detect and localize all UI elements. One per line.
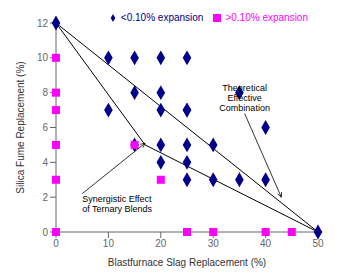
html-text:>0.10% expansion: >0.10% expansion <box>225 12 308 23</box>
svg-text:2: 2 <box>42 192 48 203</box>
svg-text:Silica Fume Replacement (%): Silica Fume Replacement (%) <box>15 61 26 193</box>
svg-text:40: 40 <box>260 238 272 249</box>
svg-text:12: 12 <box>37 18 49 29</box>
svg-text:Synergistic Effectof Ternary B: Synergistic Effectof Ternary Blends <box>82 194 152 214</box>
svg-text:6: 6 <box>42 122 48 133</box>
svg-text:0: 0 <box>42 227 48 238</box>
svg-text:0: 0 <box>53 238 59 249</box>
svg-text:Blastfurnace Slag Replacement: Blastfurnace Slag Replacement (%) <box>108 257 266 268</box>
svg-text:TheoreticalEffectiveCombinatio: TheoreticalEffectiveCombination <box>219 83 270 113</box>
svg-text:20: 20 <box>155 238 167 249</box>
html-text:<0.10% expansion: <0.10% expansion <box>120 12 204 23</box>
svg-text:30: 30 <box>208 238 220 249</box>
svg-text:4: 4 <box>42 157 48 168</box>
svg-text:8: 8 <box>42 87 48 98</box>
svg-text:10: 10 <box>37 52 49 63</box>
svg-text:10: 10 <box>103 238 115 249</box>
svg-text:50: 50 <box>312 238 324 249</box>
